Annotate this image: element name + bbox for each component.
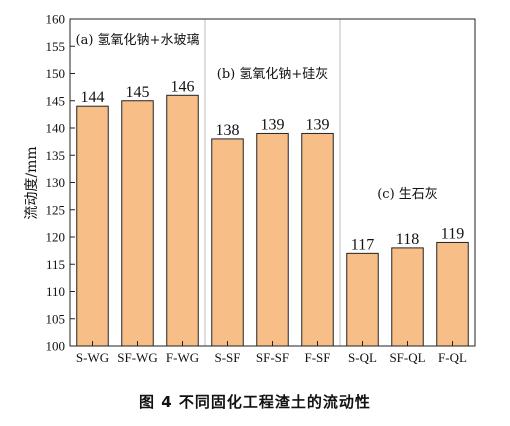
bar	[211, 138, 244, 347]
data-label: 139	[306, 116, 330, 133]
group-labels: (a) 氢氧化钠+水玻璃 (b) 氢氧化钠+硅灰 (c) 生石灰	[76, 33, 438, 202]
y-axis-ticks: 100 105 110 115 120 125 130 135 140 145 150 155 160	[46, 12, 75, 354]
y-tick-label: 115	[46, 257, 65, 272]
x-tick-label: F-QL	[438, 350, 467, 365]
group-dividers	[204, 19, 341, 346]
bar	[436, 241, 469, 347]
data-label: 145	[126, 84, 150, 101]
data-label: 146	[171, 78, 195, 95]
value-labels: 144 145 146 138 139 139 117 118 119	[81, 78, 465, 253]
bars	[76, 94, 469, 347]
data-label: 138	[216, 122, 240, 139]
data-label: 119	[441, 225, 464, 242]
plot-frame	[69, 18, 476, 347]
x-tick-label: SF-WG	[117, 350, 157, 365]
data-label: 118	[396, 231, 419, 248]
x-tick-label: SF-SF	[256, 350, 289, 365]
bar	[346, 252, 379, 347]
x-tick-label: S-SF	[214, 350, 240, 365]
y-tick-label: 150	[46, 66, 66, 81]
y-tick-label: 105	[46, 311, 66, 326]
x-tick-label: F-SF	[304, 350, 330, 365]
bar	[76, 105, 109, 347]
y-tick-label: 135	[46, 148, 66, 163]
bar	[121, 100, 154, 347]
x-axis-ticks: S-WG SF-WG F-WG S-SF SF-SF F-SF S-QL SF-QL F-QL	[76, 341, 467, 365]
bar	[301, 132, 334, 347]
y-tick-label: 125	[46, 202, 66, 217]
y-tick-label: 120	[46, 230, 66, 245]
bar	[391, 247, 424, 347]
data-label: 117	[351, 236, 374, 253]
bar-chart: 流动度/mm 144 145 146 138 139 139 117 118 119 (a) 氢…	[24, 12, 476, 365]
group-label: (c) 生石灰	[377, 187, 438, 202]
y-axis-label: 流动度/mm	[24, 146, 40, 219]
figure-caption: 图 4 不同固化工程渣土的流动性	[139, 393, 371, 411]
group-label: (a) 氢氧化钠+水玻璃	[76, 33, 200, 48]
x-tick-label: S-QL	[348, 350, 377, 365]
group-label: (b) 氢氧化钠+硅灰	[217, 67, 329, 82]
y-tick-label: 160	[46, 12, 66, 27]
y-tick-label: 145	[46, 93, 66, 108]
y-tick-label: 110	[46, 284, 65, 299]
y-tick-label: 100	[46, 339, 66, 354]
bar	[256, 132, 289, 347]
y-tick-label: 130	[46, 175, 66, 190]
bar	[166, 94, 199, 347]
x-tick-label: S-WG	[76, 350, 109, 365]
y-tick-label: 140	[46, 121, 66, 136]
data-label: 144	[81, 89, 105, 106]
data-label: 139	[261, 116, 285, 133]
x-tick-label: SF-QL	[389, 350, 425, 365]
x-tick-label: F-WG	[166, 350, 199, 365]
y-tick-label: 155	[46, 39, 66, 54]
